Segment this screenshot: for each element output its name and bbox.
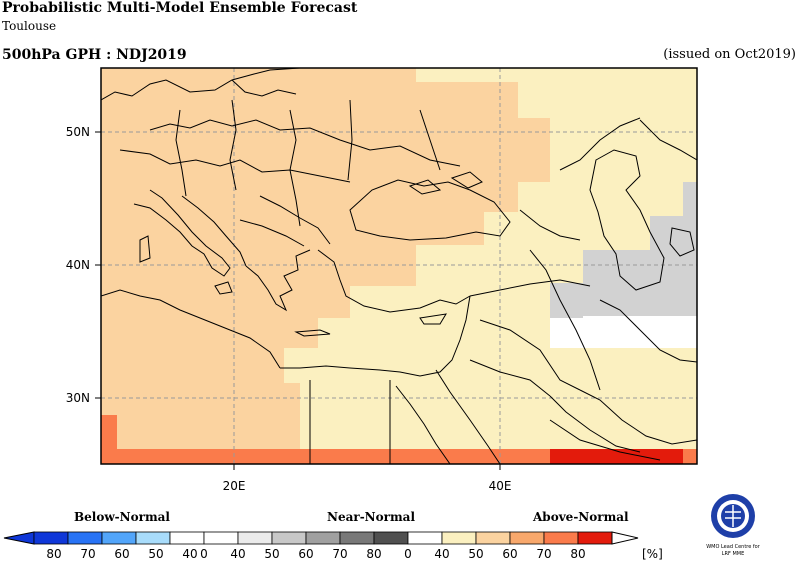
legend-below-normal: Below-Normal <box>74 510 170 524</box>
borders <box>119 99 697 464</box>
legend-box-near-5 <box>373 531 409 545</box>
legend-box-above-2 <box>475 531 511 545</box>
legend-above-normal: Above-Normal <box>533 510 629 524</box>
lat-label-30n: 30N <box>66 391 90 405</box>
lon-label-40e: 40E <box>489 479 512 493</box>
legend-boxes <box>3 531 639 545</box>
legend-tick-near-3: 60 <box>298 547 313 560</box>
region-white-2 <box>550 318 583 348</box>
legend-tick-above-2: 50 <box>468 547 483 560</box>
legend-tick-below-3: 50 <box>148 547 163 560</box>
legend-tick-near-4: 70 <box>332 547 347 560</box>
legend-tick-above-0: 0 <box>404 547 412 560</box>
legend-box-near-4 <box>339 531 375 545</box>
legend-arrow-below <box>3 531 35 545</box>
legend-tick-below-4: 40 <box>182 547 197 560</box>
legend-box-near-1 <box>237 531 273 545</box>
legend-tick-below-1: 70 <box>80 547 95 560</box>
region-above-60-70 <box>101 415 697 464</box>
region-above-70-80 <box>550 449 683 464</box>
legend-tick-above-3: 60 <box>502 547 517 560</box>
region-white <box>583 316 697 348</box>
coastlines <box>101 68 697 464</box>
legend-tick-near-1: 40 <box>230 547 245 560</box>
legend-box-above-3 <box>509 531 545 545</box>
page-subtitle: Toulouse <box>2 19 57 33</box>
lat-label-50n: 50N <box>66 125 90 139</box>
legend-box-near-3 <box>305 531 341 545</box>
legend-box-above-1 <box>441 531 477 545</box>
legend-box-below-3 <box>135 531 171 545</box>
legend-box-above-4 <box>543 531 579 545</box>
forecast-map: 50N 40N 30N 20E 40E <box>66 67 698 493</box>
region-above-40-50 <box>284 68 697 464</box>
legend-tick-near-2: 50 <box>264 547 279 560</box>
legend-tick-above-5: 80 <box>570 547 585 560</box>
legend-tick-below-0: 80 <box>46 547 61 560</box>
region-near-40-50 <box>550 182 697 318</box>
legend-tick-below-2: 60 <box>114 547 129 560</box>
legend-box-below-1 <box>67 531 103 545</box>
page-title: Probabilistic Multi-Model Ensemble Forec… <box>2 0 358 16</box>
legend-box-near-2 <box>271 531 307 545</box>
legend-tick-near-5: 80 <box>366 547 381 560</box>
issued-label: (issued on Oct2019) <box>663 47 796 62</box>
legend-arrow-above <box>611 531 639 545</box>
legend-tick-above-4: 70 <box>536 547 551 560</box>
legend-box-near-0 <box>203 531 239 545</box>
legend-box-below-2 <box>101 531 137 545</box>
legend-tick-near-0: 0 <box>200 547 208 560</box>
legend-unit: [%] <box>642 547 663 560</box>
legend-labels: 80 70 60 50 40 0 40 50 60 70 80 0 40 50 60 70 80 [%] <box>46 547 662 560</box>
map-frame <box>100 67 698 465</box>
lat-label-40n: 40N <box>66 258 90 272</box>
variable-label: 500hPa GPH : NDJ2019 <box>2 47 187 63</box>
axis-ticks <box>95 131 501 470</box>
legend-box-above-0 <box>407 531 443 545</box>
legend-box-above-5 <box>577 531 613 545</box>
lon-label-20e: 20E <box>223 479 246 493</box>
logo-text-2: LRF MME <box>722 551 745 557</box>
logo-text-1: WMO Lead Centre for <box>706 544 761 550</box>
legend-near-normal: Near-Normal <box>327 510 416 524</box>
wmo-logo: WMO Lead Centre for LRF MME <box>700 488 766 560</box>
gridlines <box>101 68 697 464</box>
legend-box-below-0 <box>33 531 69 545</box>
legend-box-below-4 <box>169 531 205 545</box>
legend-tick-above-1: 40 <box>434 547 449 560</box>
